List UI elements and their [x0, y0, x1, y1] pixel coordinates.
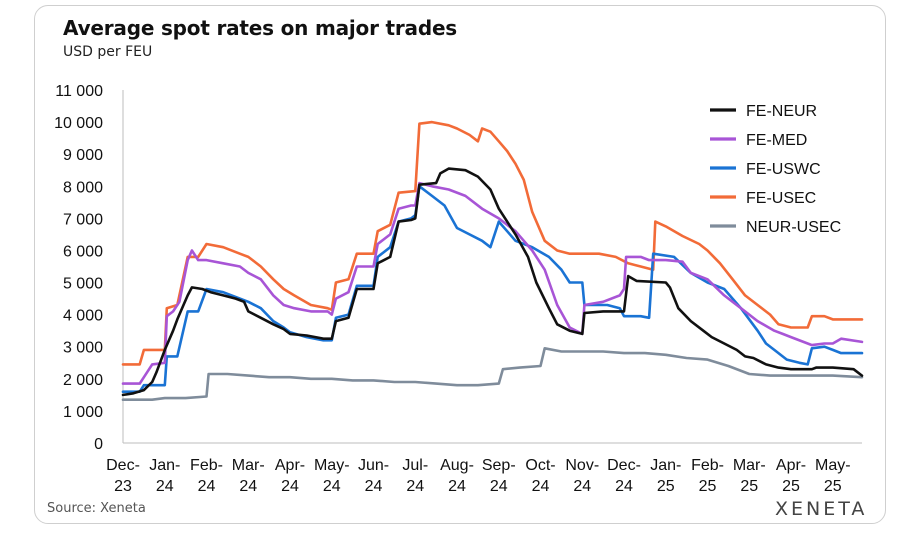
x-axis-ticks: Dec- 23 Jan- 24 Feb- 24 Mar- 24 Apr- 24 May- 24 Jun-…	[106, 457, 850, 495]
x-tick-label-year: 24	[239, 478, 257, 495]
x-tick-label-year: 24	[198, 478, 216, 495]
legend: FE-NEUR FE-MED FE-USWC FE-USEC NEUR-USEC	[710, 103, 841, 236]
x-tick-label-month: Mar-	[232, 457, 265, 474]
y-tick-label: 0	[94, 436, 103, 453]
x-tick-label-month: Sep-	[482, 457, 516, 474]
x-tick-label-month: Apr-	[776, 457, 806, 474]
x-tick-label-year: 24	[156, 478, 174, 495]
x-tick-label-year: 24	[448, 478, 466, 495]
y-tick-label: 10 000	[54, 115, 103, 132]
x-tick-label-year: 25	[740, 478, 758, 495]
x-tick-label-year: 25	[782, 478, 800, 495]
x-tick-label-year: 24	[615, 478, 633, 495]
y-tick-label: 2 000	[63, 372, 103, 389]
x-tick-label-month: May-	[815, 457, 851, 474]
x-tick-label-year: 25	[657, 478, 675, 495]
legend-label: FE-NEUR	[746, 103, 817, 120]
x-tick-label-month: May-	[314, 457, 350, 474]
x-tick-label-month: Feb-	[190, 457, 223, 474]
x-tick-label-month: Dec-	[607, 457, 641, 474]
series-line-fe-usec	[121, 120, 864, 366]
x-tick-label-year: 24	[573, 478, 591, 495]
x-tick-label-month: Jan-	[650, 457, 681, 474]
series-line-fe-neur	[121, 167, 864, 397]
series-line-fe-uswc	[121, 185, 864, 393]
series-line-neur-usec	[121, 347, 864, 401]
y-axis-ticks: 0 1 000 2 000 3 000 4 000 5 000 6 000 7 000 8 00…	[54, 83, 103, 453]
legend-label: FE-USEC	[746, 190, 816, 207]
x-tick-label-year: 25	[699, 478, 717, 495]
x-tick-label-year: 23	[114, 478, 132, 495]
y-tick-label: 1 000	[63, 404, 103, 421]
chart-title: Average spot rates on major trades	[63, 16, 458, 40]
x-tick-label-year: 24	[281, 478, 299, 495]
y-tick-label: 6 000	[63, 243, 103, 260]
y-tick-label: 7 000	[63, 211, 103, 228]
chart-card	[34, 5, 886, 524]
x-tick-label-month: Feb-	[691, 457, 724, 474]
x-tick-label-year: 24	[365, 478, 383, 495]
x-tick-label-month: Jul-	[402, 457, 428, 474]
x-tick-label-month: Apr-	[275, 457, 305, 474]
y-tick-label: 8 000	[63, 179, 103, 196]
x-tick-label-month: Mar-	[733, 457, 766, 474]
x-tick-label-month: Jan-	[149, 457, 180, 474]
x-tick-label-month: Oct-	[525, 457, 555, 474]
x-tick-label-month: Dec-	[106, 457, 140, 474]
y-tick-label: 3 000	[63, 340, 103, 357]
y-tick-label: 4 000	[63, 308, 103, 325]
series-lines	[121, 120, 864, 401]
x-tick-label-month: Jun-	[358, 457, 389, 474]
y-tick-label: 9 000	[63, 147, 103, 164]
x-tick-label-year: 24	[323, 478, 341, 495]
legend-label: NEUR-USEC	[746, 219, 841, 236]
y-tick-label: 5 000	[63, 276, 103, 293]
source-note: Source: Xeneta	[47, 501, 146, 516]
series-line-fe-med	[121, 181, 864, 385]
y-tick-label: 11 000	[55, 83, 103, 100]
x-tick-label-year: 25	[824, 478, 842, 495]
brand-logo-text: XENETA	[775, 498, 868, 520]
x-tick-label-year: 24	[490, 478, 508, 495]
x-tick-label-year: 24	[532, 478, 550, 495]
legend-label: FE-USWC	[746, 161, 821, 178]
x-tick-label-year: 24	[406, 478, 424, 495]
x-tick-label-month: Nov-	[565, 457, 599, 474]
legend-label: FE-MED	[746, 132, 807, 149]
x-tick-label-month: Aug-	[440, 457, 474, 474]
chart-subtitle: USD per FEU	[63, 44, 153, 60]
